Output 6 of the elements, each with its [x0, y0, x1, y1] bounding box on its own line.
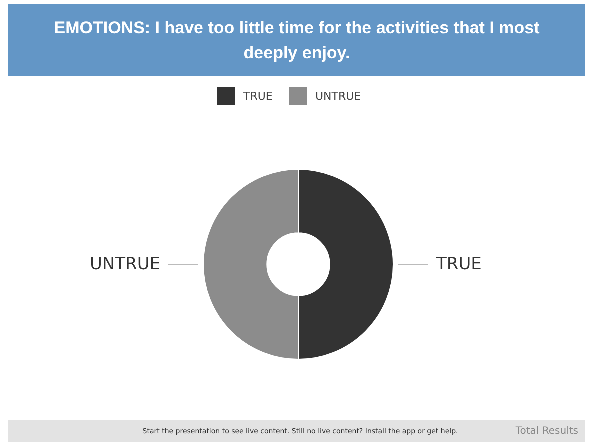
legend-label: TRUE: [242, 90, 273, 103]
slice-label: TRUE: [436, 254, 482, 274]
legend-label: UNTRUE: [316, 90, 362, 103]
text: Total Results: [514, 426, 579, 437]
chart-title: EMOTIONS: I have too little time for the activities that I most deeply enjoy.: [54, 18, 540, 62]
slice-label: UNTRUE: [90, 254, 161, 274]
